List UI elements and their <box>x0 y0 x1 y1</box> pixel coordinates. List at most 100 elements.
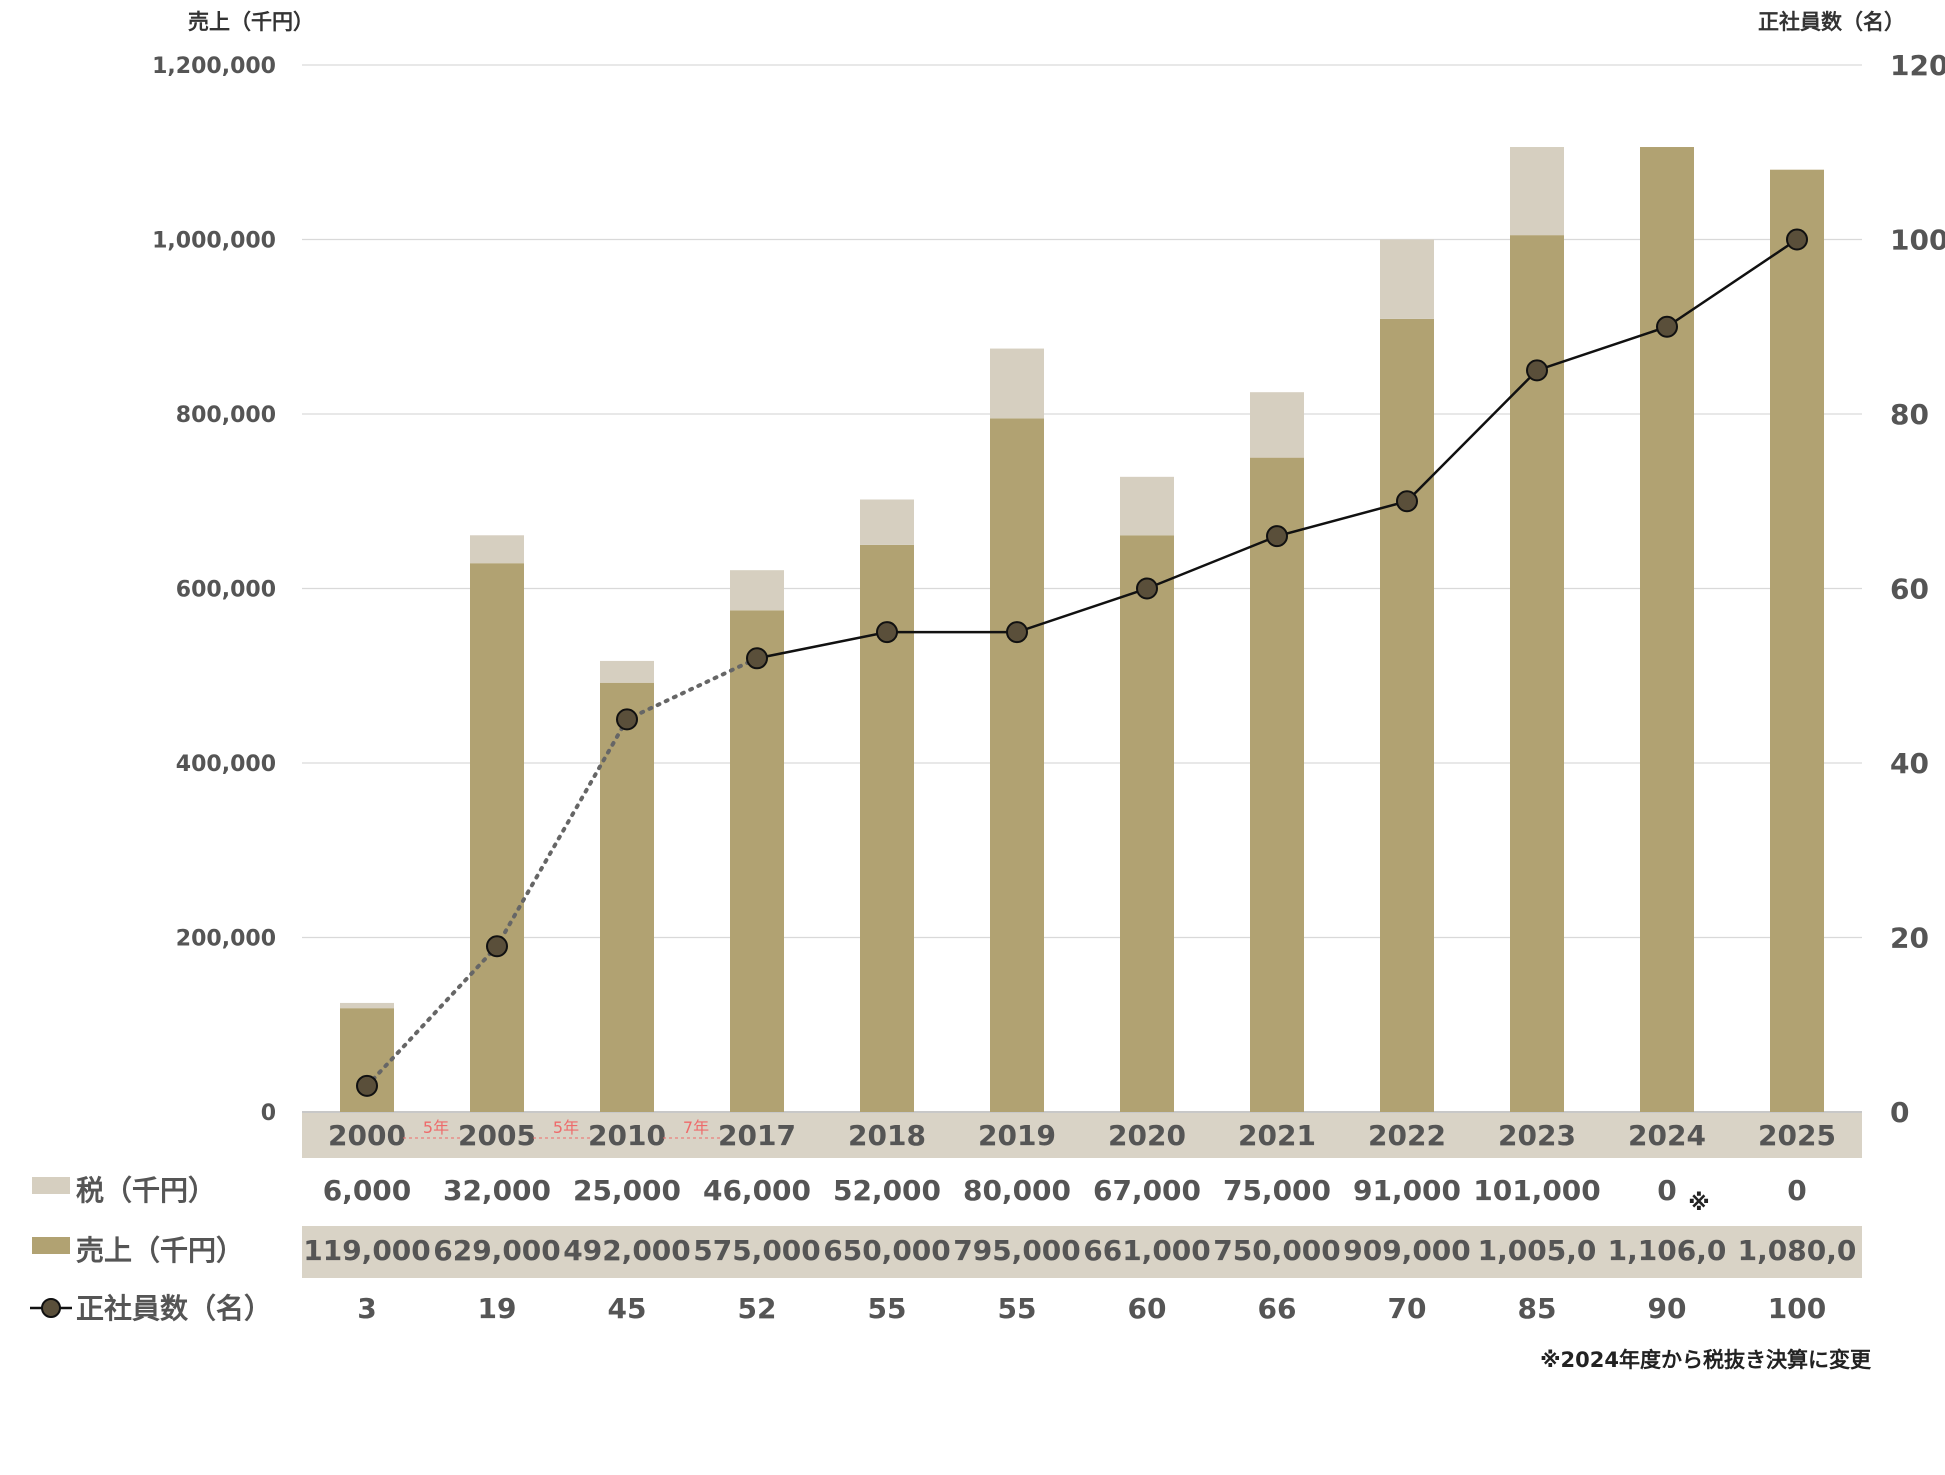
tax-cell: 91,000 <box>1353 1174 1461 1207</box>
left-axis-title: 売上（千円） <box>188 10 314 34</box>
tax-bar <box>340 1002 394 1009</box>
staff-point <box>1266 525 1288 548</box>
tax-bar <box>1120 476 1174 536</box>
left-tick-label: 1,000,000 <box>152 229 276 254</box>
tax-cell: 101,000 <box>1473 1174 1601 1207</box>
category-label: 2022 <box>1368 1119 1446 1152</box>
category-label: 2010 <box>588 1119 666 1152</box>
staff-point <box>876 621 898 644</box>
tax-bar <box>1380 239 1434 319</box>
staff-cell: 19 <box>478 1292 517 1325</box>
sales-bar <box>990 418 1044 1112</box>
sales-cell: 650,000 <box>823 1234 951 1267</box>
right-tick-label: 40 <box>1890 747 1929 780</box>
sales-cell: 1,080,0 <box>1738 1234 1857 1267</box>
sales-bar <box>730 610 784 1112</box>
tax-bar <box>860 499 914 545</box>
staff-point <box>1136 577 1158 600</box>
staff-cell: 100 <box>1768 1292 1826 1325</box>
staff-legend-marker <box>41 1298 61 1318</box>
right-tick-label: 0 <box>1890 1096 1909 1129</box>
sales-cell: 909,000 <box>1343 1234 1471 1267</box>
sales-cell: 575,000 <box>693 1234 821 1267</box>
sales-row-label: 売上（千円） <box>76 1234 244 1267</box>
category-label: 2024 <box>1628 1119 1706 1152</box>
tax-cell: 32,000 <box>443 1174 551 1207</box>
tax-cell: 75,000 <box>1223 1174 1331 1207</box>
gap-label: 5年 <box>553 1118 579 1137</box>
tax-bar <box>990 348 1044 419</box>
tax-cell: 67,000 <box>1093 1174 1201 1207</box>
right-tick-label: 80 <box>1890 398 1929 431</box>
sales-cell: 750,000 <box>1213 1234 1341 1267</box>
tax-bar <box>730 570 784 611</box>
category-label: 2019 <box>978 1119 1056 1152</box>
sales-bar <box>1640 147 1694 1112</box>
sales-bar <box>1380 318 1434 1113</box>
staff-cell: 3 <box>357 1292 376 1325</box>
sales-cell: 661,000 <box>1083 1234 1211 1267</box>
sales-row-band <box>302 1226 1862 1278</box>
right-axis-title: 正社員数（名） <box>1758 10 1905 34</box>
staff-point <box>616 708 638 731</box>
category-label: 2000 <box>328 1119 406 1152</box>
sales-cell: 629,000 <box>433 1234 561 1267</box>
category-label: 2018 <box>848 1119 926 1152</box>
staff-cell: 70 <box>1388 1292 1427 1325</box>
staff-cell: 60 <box>1128 1292 1167 1325</box>
left-tick-label: 200,000 <box>176 927 276 952</box>
tax-cell: 0 <box>1787 1174 1806 1207</box>
sales-bar <box>1770 169 1824 1112</box>
left-tick-label: 0 <box>261 1101 276 1126</box>
left-tick-label: 600,000 <box>176 578 276 603</box>
tax-bar <box>600 660 654 683</box>
sales-bar <box>1120 535 1174 1112</box>
staff-cell: 90 <box>1648 1292 1687 1325</box>
category-label: 2023 <box>1498 1119 1576 1152</box>
sales-cell: 1,106,0 <box>1608 1234 1727 1267</box>
tax-cell: 52,000 <box>833 1174 941 1207</box>
tax-legend-swatch <box>32 1177 70 1194</box>
staff-point <box>746 647 768 670</box>
left-tick-label: 800,000 <box>176 403 276 428</box>
sales-cell: 1,005,0 <box>1478 1234 1597 1267</box>
staff-cell: 85 <box>1518 1292 1557 1325</box>
tax-cell: 46,000 <box>703 1174 811 1207</box>
category-label: 2021 <box>1238 1119 1316 1152</box>
tax-cell: 25,000 <box>573 1174 681 1207</box>
sales-cell: 795,000 <box>953 1234 1081 1267</box>
staff-point <box>486 935 508 958</box>
tax-cell: 0 <box>1657 1174 1676 1207</box>
tax-row-label: 税（千円） <box>76 1174 216 1207</box>
tax-2024-mark: ※ <box>1688 1191 1709 1216</box>
tax-cell: 6,000 <box>323 1174 412 1207</box>
staff-line-dotted <box>365 656 759 1088</box>
sales-bar <box>600 682 654 1112</box>
right-tick-label: 120 <box>1890 49 1945 82</box>
category-band <box>302 1112 1862 1158</box>
gap-label: 7年 <box>683 1118 709 1137</box>
right-tick-label: 60 <box>1890 573 1929 606</box>
right-tick-label: 100 <box>1890 224 1945 257</box>
left-tick-label: 1,200,000 <box>152 54 276 79</box>
staff-point <box>1656 315 1678 338</box>
staff-point <box>1006 621 1028 644</box>
staff-cell: 55 <box>868 1292 907 1325</box>
left-tick-label: 400,000 <box>176 752 276 777</box>
staff-point <box>1526 359 1548 382</box>
staff-row-label: 正社員数（名） <box>76 1292 272 1325</box>
staff-point <box>1786 228 1808 251</box>
sales-cell: 119,000 <box>303 1234 431 1267</box>
sales-cell: 492,000 <box>563 1234 691 1267</box>
staff-cell: 55 <box>998 1292 1037 1325</box>
tax-change-note: ※2024年度から税抜き決算に変更 <box>1540 1348 1871 1372</box>
sales-legend-swatch <box>32 1237 70 1254</box>
sales-bar <box>1250 457 1304 1112</box>
tax-bar <box>470 535 524 564</box>
tax-bar <box>1250 392 1304 458</box>
category-label: 2017 <box>718 1119 796 1152</box>
staff-cell: 52 <box>738 1292 777 1325</box>
category-label: 2020 <box>1108 1119 1186 1152</box>
right-tick-label: 20 <box>1890 922 1929 955</box>
